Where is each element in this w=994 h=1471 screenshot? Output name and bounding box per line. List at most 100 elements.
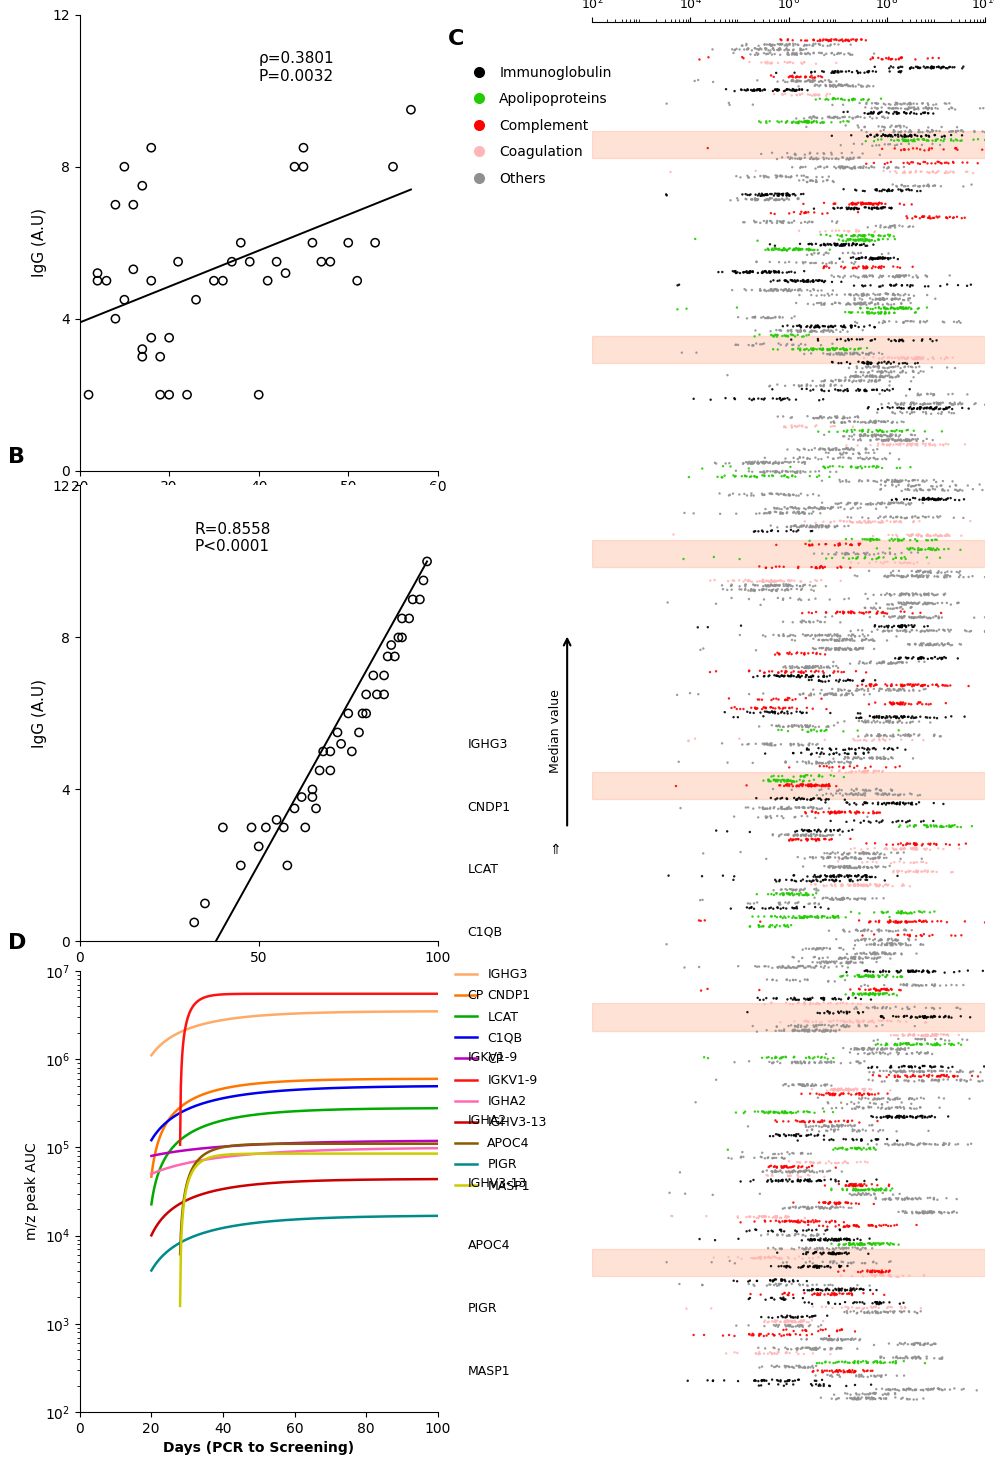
Point: [799, 1011, 815, 1034]
Point: [909, 1302, 924, 1325]
Point: [901, 725, 916, 749]
Point: [894, 352, 910, 375]
Point: [880, 247, 896, 271]
Point: [849, 1041, 865, 1065]
Point: [891, 1292, 907, 1315]
Point: [795, 1009, 811, 1033]
Point: [888, 1265, 904, 1289]
Point: [889, 859, 905, 883]
Point: [953, 206, 969, 229]
Point: [878, 100, 894, 124]
Point: [825, 1119, 841, 1143]
Point: [884, 282, 900, 306]
Point: [913, 328, 929, 352]
Point: [846, 287, 862, 310]
Point: [795, 906, 811, 930]
Point: [814, 496, 830, 519]
Point: [794, 459, 810, 482]
Point: [883, 410, 899, 434]
Point: [807, 1018, 823, 1041]
Point: [928, 1068, 944, 1091]
Point: [893, 46, 909, 69]
Point: [761, 260, 777, 284]
Point: [888, 393, 904, 416]
Point: [761, 805, 777, 828]
Point: [827, 1237, 843, 1261]
Point: [818, 787, 834, 811]
Point: [883, 488, 899, 512]
Point: [893, 174, 909, 197]
Point: [880, 1383, 896, 1406]
Point: [873, 1069, 889, 1093]
Point: [773, 1100, 789, 1124]
Point: [858, 761, 874, 784]
Point: [790, 796, 806, 819]
Point: [811, 74, 827, 97]
Point: [946, 356, 962, 380]
Point: [832, 678, 848, 702]
Point: [841, 952, 857, 975]
Point: [888, 418, 904, 441]
Point: [883, 215, 899, 238]
Point: [771, 1211, 787, 1234]
Point: [777, 1072, 793, 1096]
Point: [804, 1272, 820, 1296]
Point: [914, 809, 930, 833]
Point: [812, 1227, 828, 1250]
Point: [883, 179, 899, 203]
Point: [853, 75, 869, 99]
Point: [843, 1115, 859, 1139]
Point: [818, 655, 834, 678]
Point: [743, 696, 758, 719]
Point: [832, 1077, 848, 1100]
Point: [837, 946, 853, 969]
Point: [807, 1253, 823, 1277]
Point: [809, 1122, 825, 1146]
Point: [796, 1019, 812, 1043]
Point: [716, 1368, 732, 1392]
Point: [747, 250, 763, 274]
Point: [875, 887, 891, 911]
Point: [784, 905, 800, 928]
Point: [843, 1233, 859, 1256]
Point: [853, 1364, 869, 1387]
Point: [801, 141, 817, 165]
Point: [762, 883, 778, 906]
Point: [756, 1205, 772, 1228]
Point: [872, 1292, 888, 1315]
Point: [793, 824, 809, 847]
Point: [845, 438, 861, 462]
Point: [848, 746, 864, 769]
Point: [839, 1192, 855, 1215]
Point: [941, 674, 957, 697]
Point: [858, 874, 874, 897]
Point: [844, 947, 860, 971]
Point: [740, 1314, 755, 1337]
Point: [828, 1359, 844, 1383]
Point: [924, 583, 940, 606]
Point: [810, 1352, 826, 1375]
Point: [866, 229, 882, 253]
Point: [765, 734, 781, 758]
Point: [911, 397, 927, 421]
Point: [906, 837, 921, 861]
Point: [902, 833, 917, 856]
Point: [878, 981, 894, 1005]
Point: [875, 1059, 891, 1083]
Point: [852, 241, 868, 265]
Point: [874, 650, 890, 674]
Point: [857, 1252, 873, 1275]
Point: [904, 791, 919, 815]
Point: [925, 633, 941, 656]
Point: [864, 747, 880, 771]
Point: [808, 869, 824, 893]
Point: [911, 1202, 926, 1225]
Point: [947, 996, 963, 1019]
Point: [907, 706, 922, 730]
Point: [763, 187, 779, 210]
Point: [802, 684, 818, 708]
Point: [763, 659, 779, 683]
Point: [767, 1146, 783, 1169]
Point: [865, 75, 881, 99]
Point: [911, 121, 927, 144]
